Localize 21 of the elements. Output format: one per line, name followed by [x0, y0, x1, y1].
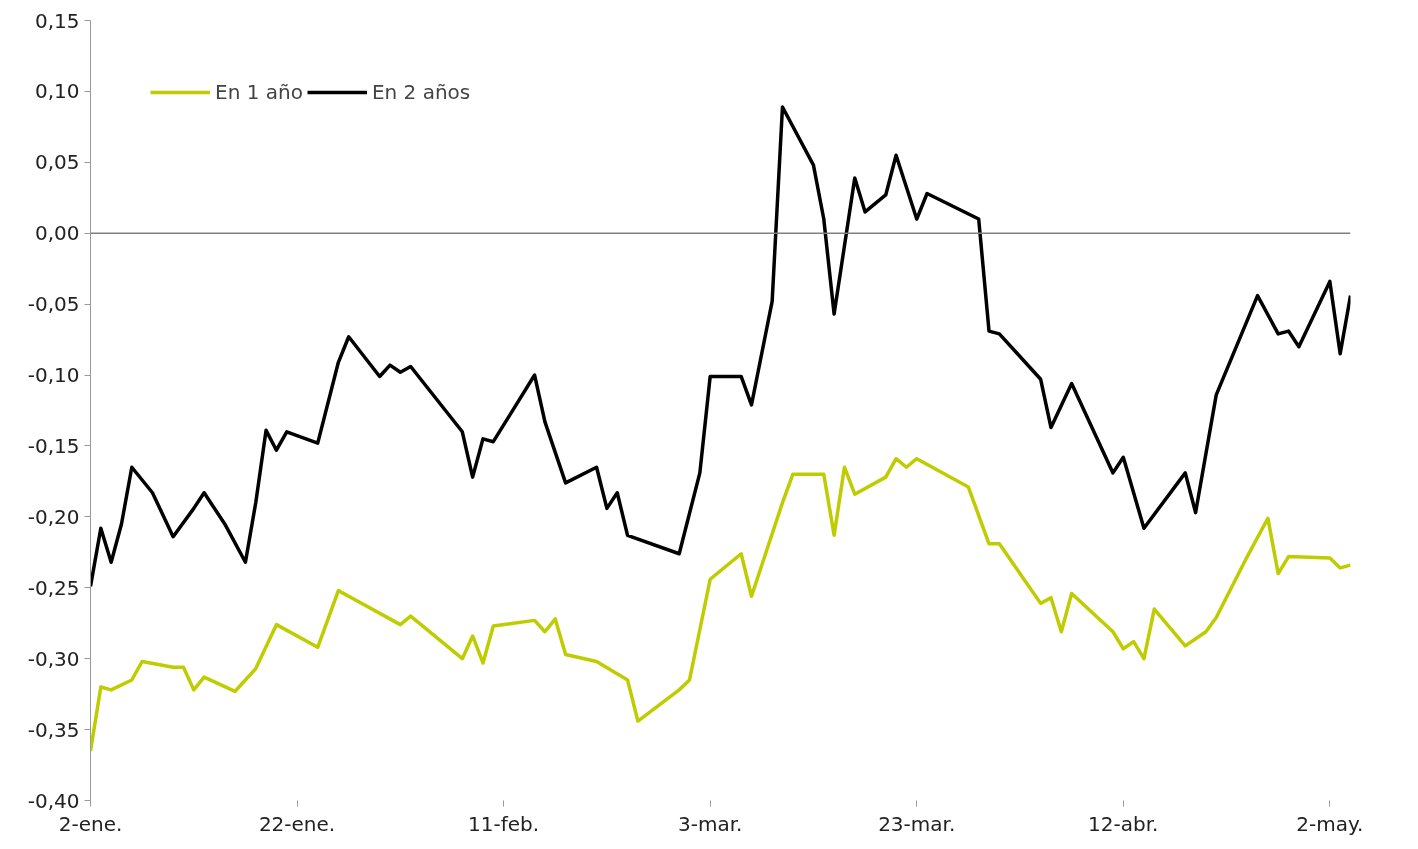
y-tick-label: -0,20 [27, 504, 80, 529]
y-tick-label: -0,40 [27, 788, 80, 813]
y-tick-label: -0,35 [27, 717, 80, 742]
x-tick-label: 2-may. [1296, 811, 1364, 836]
y-tick-label: -0,30 [27, 646, 80, 671]
x-tick-label: 3-mar. [677, 811, 743, 836]
legend-label: En 1 año [215, 80, 303, 104]
y-tick-label: 0,10 [34, 79, 80, 104]
x-tick-label: 2-ene. [58, 811, 123, 836]
legend-label: En 2 años [371, 80, 471, 104]
y-tick-label: 0,15 [34, 8, 80, 33]
y-tick-label: -0,15 [27, 433, 80, 458]
y-tick-label: -0,05 [27, 292, 80, 317]
y-tick-label: 0,00 [34, 221, 80, 246]
y-tick-label: -0,25 [27, 575, 80, 600]
y-tick-label: 0,05 [34, 150, 80, 175]
x-tick-label: 12-abr. [1088, 811, 1159, 836]
y-tick-label: -0,10 [27, 363, 80, 388]
x-tick-label: 23-mar. [878, 811, 956, 836]
x-tick-label: 22-ene. [258, 811, 336, 836]
x-tick-label: 11-feb. [468, 811, 540, 836]
